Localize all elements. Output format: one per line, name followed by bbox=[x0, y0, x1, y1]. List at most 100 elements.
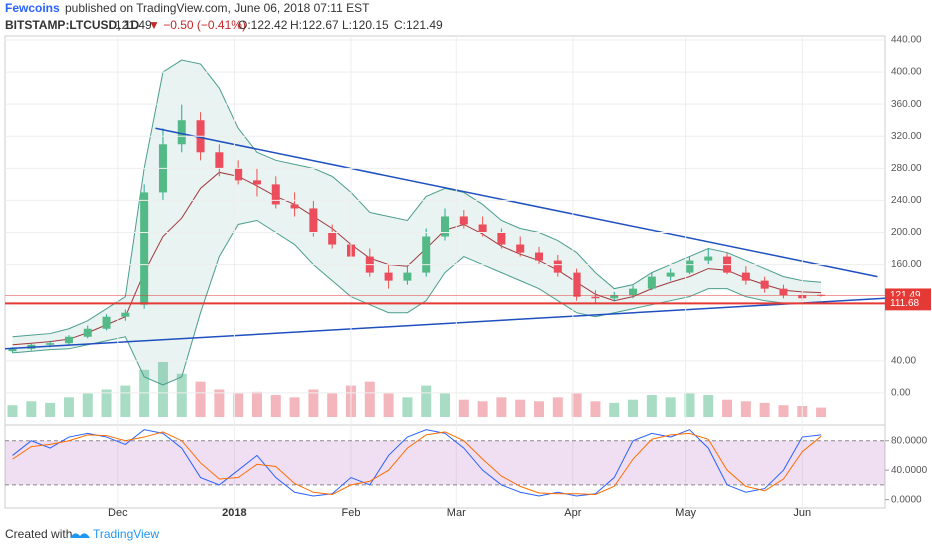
candle-body bbox=[422, 236, 431, 273]
volume-bar bbox=[590, 401, 601, 417]
candle-body bbox=[215, 152, 224, 169]
candle-body bbox=[572, 272, 581, 297]
stoch-k bbox=[12, 429, 822, 497]
volume-bar bbox=[778, 405, 789, 417]
symbol: BITSTAMP:LTCUSD, 1D bbox=[5, 18, 140, 32]
x-tick-label: Apr bbox=[564, 507, 581, 519]
volume-bar bbox=[270, 395, 281, 417]
candle-body bbox=[685, 260, 694, 273]
x-tick-label: Feb bbox=[341, 507, 360, 519]
chart-frame bbox=[4, 35, 886, 509]
candle-body bbox=[497, 232, 506, 245]
candle-body bbox=[741, 272, 750, 281]
y-tick-label: 280.00 bbox=[891, 163, 922, 174]
candle-body bbox=[8, 348, 17, 352]
volume-bar bbox=[45, 402, 56, 417]
x-tick-label: Jun bbox=[793, 507, 811, 519]
candle-body bbox=[328, 232, 337, 245]
volume-bar bbox=[308, 389, 319, 417]
candle-body bbox=[102, 316, 111, 329]
candle-body bbox=[140, 192, 149, 305]
stoch-tick-label: 80.0000 bbox=[891, 435, 928, 446]
bollinger-lower bbox=[12, 219, 822, 386]
volume-bar bbox=[440, 393, 450, 417]
candle-body bbox=[591, 296, 600, 299]
candle-body bbox=[46, 343, 55, 345]
volume-bar bbox=[665, 397, 676, 417]
brand-logo bbox=[70, 533, 90, 538]
bollinger-upper bbox=[12, 59, 822, 338]
volume-bar bbox=[289, 397, 300, 417]
stoch-band bbox=[5, 440, 885, 485]
last: 121.49 bbox=[115, 18, 152, 32]
candle-body bbox=[647, 276, 656, 289]
price-label: 121.49 bbox=[890, 290, 921, 301]
y-tick-label: 440.00 bbox=[891, 35, 922, 46]
volume-bar bbox=[7, 405, 18, 417]
x-tick-label: 2018 bbox=[222, 507, 246, 519]
y-tick-label: 240.00 bbox=[891, 195, 922, 206]
candle-body bbox=[629, 288, 638, 296]
candle-body bbox=[309, 208, 318, 233]
volume-bar bbox=[251, 391, 262, 417]
candle-body bbox=[121, 312, 130, 317]
stoch-pane bbox=[12, 429, 822, 497]
candle-body bbox=[478, 224, 487, 233]
volume-bar bbox=[402, 397, 413, 417]
volume-bar bbox=[63, 397, 74, 417]
created-with: Created with bbox=[5, 527, 72, 541]
candle-body bbox=[83, 328, 92, 337]
volume-bar bbox=[477, 401, 488, 417]
volume-bar bbox=[816, 407, 827, 417]
volume-bar bbox=[646, 395, 657, 417]
brand[interactable]: TradingView bbox=[93, 527, 159, 541]
y-tick-label: 160.00 bbox=[891, 259, 922, 270]
candle-body bbox=[290, 204, 299, 209]
y-tick-label: 0.00 bbox=[891, 388, 911, 399]
volume-bar bbox=[364, 381, 375, 417]
volume-bar bbox=[421, 385, 432, 417]
x-tick-label: Dec bbox=[108, 507, 128, 519]
candle-body bbox=[516, 244, 525, 253]
y-tick-label: 400.00 bbox=[891, 67, 922, 78]
volume-bar bbox=[327, 393, 338, 417]
author[interactable]: Fewcoins bbox=[5, 1, 60, 15]
candle-body bbox=[177, 120, 186, 145]
candle-body bbox=[535, 252, 544, 261]
y-tick-label: 360.00 bbox=[891, 99, 922, 110]
volume-bar bbox=[458, 399, 469, 417]
volume-bar bbox=[496, 397, 507, 417]
candle-body bbox=[403, 272, 412, 281]
x-tick-label: Mar bbox=[447, 507, 466, 519]
main-pane bbox=[5, 59, 885, 417]
trend-line bbox=[155, 127, 878, 278]
volume-bar bbox=[703, 395, 714, 417]
volume-bar bbox=[684, 393, 695, 417]
x-tick-label: May bbox=[675, 507, 696, 519]
volume-bar bbox=[176, 373, 187, 417]
volume-bar bbox=[759, 402, 770, 417]
stoch-d bbox=[12, 431, 822, 495]
candle-body bbox=[64, 336, 73, 344]
candle-body bbox=[760, 280, 769, 289]
ohlc-open: O:122.42 bbox=[238, 18, 288, 32]
trend-line bbox=[5, 297, 885, 350]
published: published on TradingView.com, June 06, 2… bbox=[65, 1, 370, 15]
stoch-tick-label: 40.0000 bbox=[891, 465, 928, 476]
y-tick-label: 40.00 bbox=[891, 355, 916, 366]
volume-bar bbox=[383, 393, 394, 417]
bollinger-fill bbox=[12, 60, 822, 385]
y-tick-label: 320.00 bbox=[891, 131, 922, 142]
volume-bar bbox=[157, 362, 168, 417]
volume-bar bbox=[515, 399, 526, 417]
candle-body bbox=[252, 180, 261, 185]
volume-bar bbox=[722, 399, 733, 417]
candle-body bbox=[441, 216, 449, 237]
ohlc-high: H:122.67 bbox=[290, 18, 339, 32]
ohlc-low: L:120.15 bbox=[342, 18, 389, 32]
ohlc-close: C:121.49 bbox=[394, 18, 443, 32]
candle-body bbox=[234, 168, 243, 181]
candle-body bbox=[704, 256, 713, 261]
volume-bar bbox=[139, 369, 150, 417]
